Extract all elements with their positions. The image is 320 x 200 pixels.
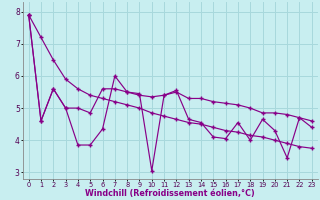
X-axis label: Windchill (Refroidissement éolien,°C): Windchill (Refroidissement éolien,°C): [85, 189, 255, 198]
